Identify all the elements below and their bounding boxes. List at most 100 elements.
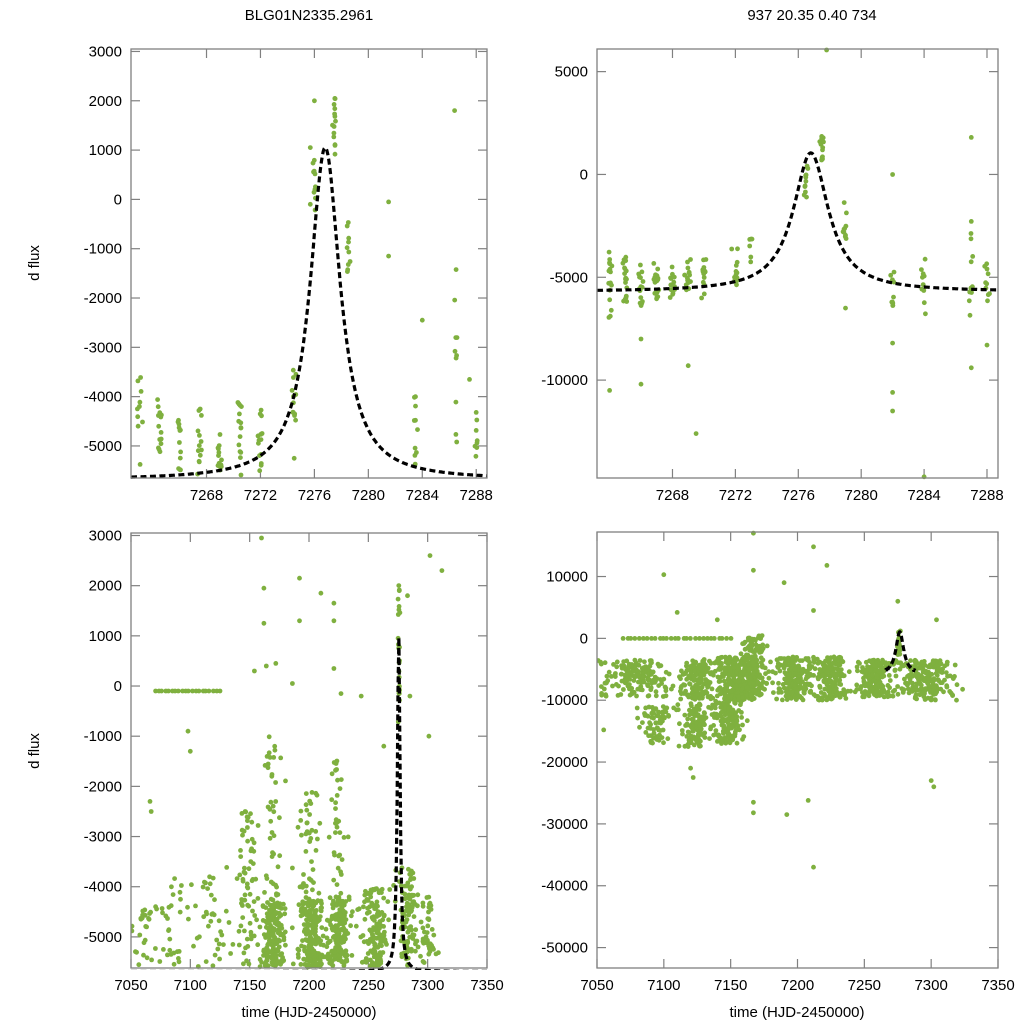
data-point (312, 171, 318, 177)
data-point (386, 253, 391, 259)
data-point (1000, 353, 1005, 358)
data-point (831, 655, 837, 661)
data-point (236, 442, 242, 448)
data-point (296, 902, 302, 908)
data-point (885, 694, 891, 700)
data-point (453, 399, 459, 405)
y-tick-label: -5000 (84, 438, 122, 455)
data-point (795, 674, 801, 679)
data-point (651, 730, 657, 736)
data-point (308, 801, 314, 806)
data-point (650, 678, 656, 683)
data-point (175, 688, 181, 694)
data-point (290, 409, 296, 415)
data-point (240, 832, 245, 838)
data-point (945, 673, 950, 679)
data-point (345, 220, 351, 225)
data-point (315, 936, 320, 942)
data-point (713, 702, 718, 707)
data-point (272, 747, 278, 753)
data-point (297, 575, 302, 581)
data-point (404, 900, 410, 906)
data-point (680, 731, 685, 737)
data-point (837, 677, 843, 683)
data-point (618, 671, 624, 677)
data-point (947, 689, 953, 694)
data-point (747, 666, 753, 672)
data-point (895, 652, 901, 657)
data-point (803, 178, 809, 184)
data-point (303, 849, 309, 854)
data-point (365, 898, 371, 903)
x-tick-label: 7350 (981, 977, 1014, 994)
data-point (339, 857, 345, 862)
data-point (898, 660, 904, 666)
data-point (426, 733, 432, 739)
data-point (802, 184, 808, 190)
data-point (739, 715, 744, 720)
data-point (628, 636, 634, 641)
data-point (358, 934, 364, 940)
data-point (290, 961, 296, 967)
data-point (881, 687, 886, 693)
data-point (685, 265, 691, 271)
y-tick-label: 2000 (89, 578, 122, 595)
data-point (732, 733, 738, 739)
data-point (249, 819, 255, 825)
data-point (671, 279, 677, 285)
data-point (339, 940, 344, 945)
data-point (752, 650, 757, 656)
data-point (238, 854, 244, 859)
data-point (258, 461, 264, 466)
data-point (298, 913, 304, 919)
data-point (142, 937, 148, 943)
data-point (804, 163, 810, 169)
data-point (835, 672, 840, 678)
data-point (381, 743, 387, 749)
data-point (308, 877, 314, 883)
data-point (699, 295, 704, 301)
data-point (305, 924, 310, 930)
data-point (275, 948, 281, 954)
data-point (329, 961, 334, 967)
data-point (315, 836, 320, 842)
data-point (641, 679, 647, 685)
data-point (244, 936, 250, 942)
data-point (301, 872, 306, 877)
data-point (807, 671, 813, 677)
data-point (375, 903, 380, 909)
data-point (186, 916, 191, 922)
data-point (421, 940, 426, 946)
data-point (651, 261, 657, 266)
data-point (1002, 338, 1007, 343)
data-point (425, 916, 431, 922)
data-point (332, 949, 338, 955)
data-point (922, 669, 928, 675)
data-point (387, 887, 393, 892)
data-point (902, 676, 907, 682)
data-point (362, 892, 368, 898)
plot-frame (130, 532, 488, 969)
data-point (890, 390, 895, 395)
data-point (473, 428, 479, 433)
data-point (244, 958, 250, 964)
data-point (622, 265, 627, 271)
data-point (880, 657, 885, 663)
data-point (210, 963, 216, 969)
data-point (326, 954, 332, 960)
data-point (637, 685, 643, 691)
data-point (998, 325, 1003, 330)
data-point (644, 636, 650, 641)
data-point (891, 279, 897, 285)
data-point (200, 884, 206, 890)
data-point (890, 693, 896, 699)
data-point (138, 375, 144, 380)
data-point (402, 891, 408, 897)
data-point (177, 909, 183, 915)
data-point (631, 689, 637, 695)
data-point (623, 280, 628, 285)
data-point (864, 690, 870, 696)
data-point (428, 907, 434, 912)
data-point (714, 617, 720, 623)
data-point (474, 445, 480, 450)
